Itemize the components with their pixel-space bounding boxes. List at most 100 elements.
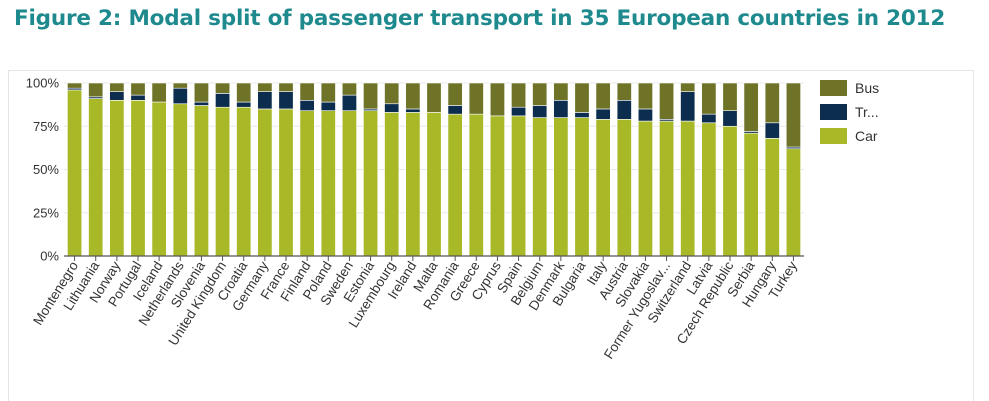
legend-label: Bus [855, 80, 879, 96]
bar-segment-tr [680, 91, 696, 122]
bar-segment-bus [701, 82, 717, 115]
bar-layer [67, 82, 801, 257]
chart-panel [8, 70, 974, 401]
bar-segment-tr [215, 93, 231, 108]
bar-segment-car [680, 120, 696, 257]
bar-segment-bus [193, 82, 209, 103]
bar-segment-bus [109, 82, 125, 92]
bar-segment-bus [88, 82, 104, 98]
bar-segment-bus [616, 82, 632, 101]
bar-segment-tr [320, 101, 336, 111]
bar-segment-bus [384, 82, 400, 105]
bar-segment-bus [257, 82, 273, 92]
bar-segment-tr [236, 101, 252, 108]
bar-segment-car [236, 106, 252, 257]
bar-segment-car [67, 89, 83, 257]
bar-segment-tr [278, 91, 294, 110]
bar-segment-tr [764, 122, 780, 139]
y-tick-label: 75% [33, 119, 59, 134]
bar-segment-bus [553, 82, 569, 101]
bar-segment-bus [447, 82, 463, 106]
bar-segment-bus [574, 82, 590, 113]
bar-segment-tr [701, 113, 717, 124]
bar-segment-bus [405, 82, 421, 110]
bar-segment-bus [595, 82, 611, 110]
bar-segment-tr [384, 103, 400, 113]
bar-segment-bus [489, 82, 505, 117]
bar-segment-car [215, 106, 231, 257]
bar-segment-bus [299, 82, 315, 101]
bar-segment-bus [785, 82, 801, 148]
bar-segment-bus [172, 82, 188, 89]
bar-segment-car [722, 125, 738, 257]
bar-segment-car [88, 98, 104, 257]
bar-segment-bus [130, 82, 146, 96]
bar-segment-bus [215, 82, 231, 94]
bar-segment-tr [532, 105, 548, 118]
bar-segment-tr [637, 108, 653, 122]
bar-segment-bus [680, 82, 696, 92]
bar-segment-car [511, 115, 527, 257]
bar-segment-car [637, 120, 653, 257]
legend-swatch [820, 80, 847, 96]
legend-label: Tr... [855, 104, 879, 120]
bar-segment-tr [553, 100, 569, 118]
bar-segment-car [785, 148, 801, 257]
bar-segment-bus [363, 82, 379, 110]
bar-segment-car [172, 103, 188, 257]
legend-label: Car [855, 128, 878, 144]
bar-segment-tr [299, 100, 315, 111]
bar-segment-car [447, 113, 463, 257]
bar-segment-bus [278, 82, 294, 92]
bar-segment-car [743, 132, 759, 257]
bar-segment-car [764, 138, 780, 257]
bar-segment-car [468, 113, 484, 257]
y-tick-label: 25% [33, 205, 59, 220]
bar-segment-car [109, 100, 125, 257]
bar-segment-bus [341, 82, 357, 96]
bar-segment-bus [764, 82, 780, 124]
y-tick-label: 0% [40, 249, 59, 264]
bar-segment-bus [743, 82, 759, 132]
bar-segment-bus [151, 82, 167, 103]
bar-segment-car [130, 100, 146, 257]
bar-segment-tr [257, 91, 273, 110]
bar-segment-tr [574, 112, 590, 118]
bar-segment-car [574, 117, 590, 257]
bar-segment-car [553, 117, 569, 257]
y-tick-label: 50% [33, 162, 59, 177]
bar-segment-car [659, 120, 675, 257]
bar-segment-car [193, 105, 209, 257]
bar-segment-bus [236, 82, 252, 103]
bar-segment-bus [511, 82, 527, 108]
bar-segment-tr [616, 100, 632, 120]
bar-segment-tr [405, 108, 421, 113]
bar-segment-tr [341, 94, 357, 111]
y-tick-label: 100% [26, 76, 60, 91]
bar-segment-car [320, 110, 336, 257]
bar-segment-car [405, 112, 421, 257]
bar-segment-bus [637, 82, 653, 110]
bar-segment-tr [109, 91, 125, 101]
bar-segment-tr [447, 105, 463, 115]
bar-segment-car [701, 122, 717, 257]
bar-segment-tr [595, 108, 611, 120]
legend-swatch [820, 128, 847, 144]
bar-segment-car [616, 119, 632, 257]
bar-segment-car [595, 119, 611, 257]
bar-segment-tr [511, 106, 527, 117]
bar-segment-tr [722, 110, 738, 127]
bar-segment-car [426, 112, 442, 257]
bar-segment-tr [172, 87, 188, 105]
bar-segment-bus [426, 82, 442, 113]
bar-segment-bus [722, 82, 738, 111]
bar-segment-car [363, 110, 379, 257]
bar-segment-car [384, 112, 400, 257]
bar-segment-car [341, 110, 357, 257]
bar-segment-car [257, 108, 273, 257]
bar-segment-tr [130, 94, 146, 101]
bar-segment-bus [320, 82, 336, 103]
chart-title: Figure 2: Modal split of passenger trans… [14, 6, 946, 31]
bar-segment-car [299, 110, 315, 257]
